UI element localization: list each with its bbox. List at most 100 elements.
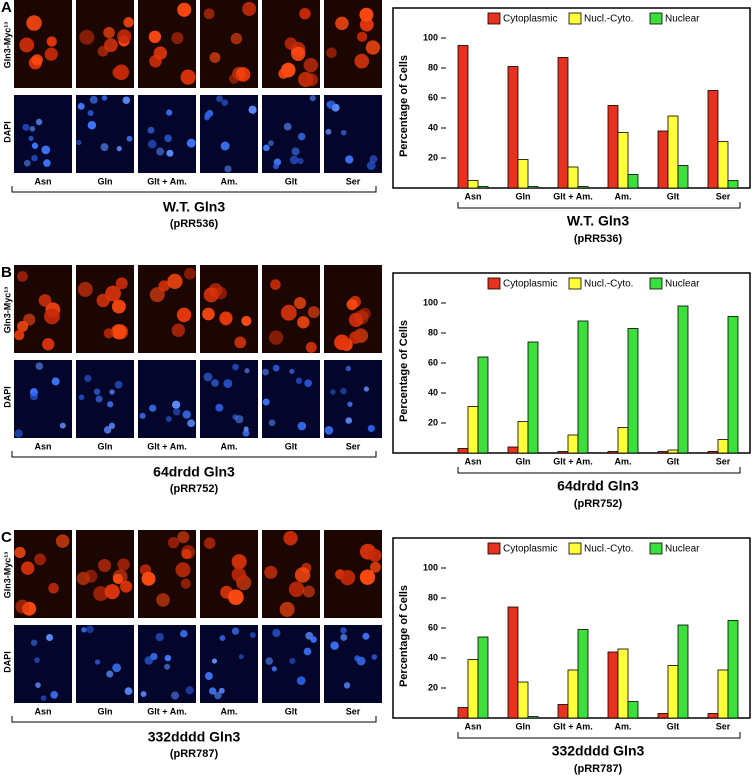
bar <box>707 90 719 189</box>
cell <box>268 330 284 345</box>
bar <box>707 451 719 454</box>
cell <box>297 421 307 431</box>
bar <box>577 629 589 719</box>
cell <box>147 126 155 134</box>
plot-frame <box>392 7 751 189</box>
cell <box>166 149 174 157</box>
bar <box>627 328 639 454</box>
bar <box>717 669 729 719</box>
cell <box>334 334 350 351</box>
y-tick-label: 40 <box>428 122 438 132</box>
cell <box>187 419 196 428</box>
cell <box>208 687 217 695</box>
cell <box>87 120 97 130</box>
bar <box>627 701 639 719</box>
cell <box>14 546 26 559</box>
bar <box>477 636 489 719</box>
bar <box>467 406 479 454</box>
cell <box>86 625 94 634</box>
cell <box>335 16 349 31</box>
x-tick-label: Ser <box>716 456 731 466</box>
cell <box>123 17 134 28</box>
cell <box>21 561 35 575</box>
image-condition-label: Glt + Am. <box>147 176 186 186</box>
x-axis-label: W.T. Gln3 <box>567 213 629 229</box>
cell <box>326 101 332 108</box>
y-tick-label: 40 <box>428 652 438 662</box>
bar <box>657 130 669 189</box>
cell <box>106 670 114 678</box>
cell <box>340 129 347 136</box>
image-condition-label: Am. <box>220 706 237 716</box>
image-condition-label: Gln <box>98 441 113 451</box>
cell <box>242 429 250 437</box>
cell <box>103 426 112 434</box>
cell <box>302 585 315 598</box>
cell <box>271 666 277 672</box>
cell <box>204 111 212 119</box>
legend-label: Cytoplasmic <box>503 279 557 290</box>
legend-label: Nuclear <box>665 279 700 290</box>
y-tick-label: 100 <box>423 297 438 307</box>
cell <box>296 676 306 686</box>
bar <box>477 356 489 454</box>
panel-letter: A <box>1 0 12 16</box>
x-axis-label: 64drdd Gln3 <box>557 478 639 494</box>
cell <box>19 37 35 53</box>
cell <box>234 336 247 349</box>
cell <box>149 287 165 303</box>
cell <box>305 341 317 353</box>
cell <box>283 531 298 546</box>
legend-swatch <box>568 12 582 25</box>
cell <box>354 655 361 662</box>
cell <box>244 368 250 374</box>
legend-label: Nuclear <box>665 544 700 555</box>
bar <box>677 624 689 719</box>
cell <box>262 368 269 376</box>
cell <box>175 562 191 578</box>
cell <box>346 298 358 311</box>
x-tick-label: Asn <box>464 191 481 201</box>
cell <box>120 580 133 593</box>
row-label: Gln3-Myc¹³ <box>2 552 12 599</box>
cell <box>297 316 310 329</box>
cell <box>55 534 70 548</box>
cell <box>324 425 334 435</box>
bar <box>577 320 589 454</box>
y-tick-label: 100 <box>423 562 438 572</box>
strain-label: 332dddd Gln3 <box>148 729 241 745</box>
legend-swatch <box>649 277 663 290</box>
cell <box>359 7 374 22</box>
cell <box>153 46 168 60</box>
cell <box>297 132 306 141</box>
x-tick-label: Glt + Am. <box>553 191 592 201</box>
cell <box>211 658 218 664</box>
cell <box>232 363 239 371</box>
cell <box>156 593 170 607</box>
image-condition-label: Glt <box>285 441 298 451</box>
bracket <box>11 716 377 723</box>
cell <box>299 7 311 20</box>
cell <box>43 159 51 167</box>
cell <box>77 102 85 110</box>
cell <box>305 73 319 87</box>
bar <box>607 105 619 189</box>
x-tick-label: Ser <box>716 191 731 201</box>
cell <box>28 135 34 142</box>
cell <box>116 146 122 152</box>
bar <box>477 186 489 189</box>
bar <box>567 166 579 189</box>
cell <box>216 95 223 102</box>
cell-image <box>14 625 72 703</box>
cell <box>349 331 362 344</box>
cell <box>76 139 82 146</box>
cell <box>291 46 306 61</box>
bar <box>667 665 679 719</box>
bar <box>457 707 469 719</box>
cell <box>35 362 44 370</box>
cell <box>38 294 52 307</box>
cell <box>42 338 55 351</box>
cell <box>117 29 132 44</box>
cell <box>294 567 311 583</box>
cell <box>230 32 243 45</box>
